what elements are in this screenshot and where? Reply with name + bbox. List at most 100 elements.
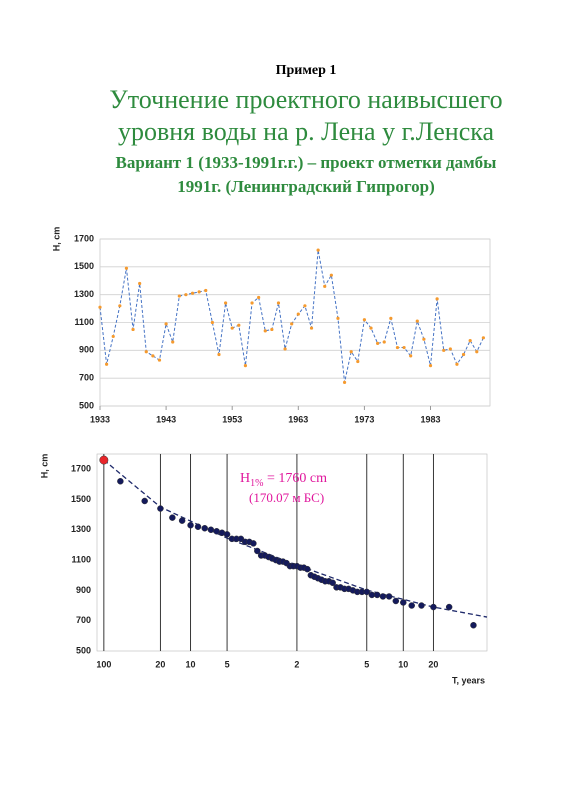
- annotation-note: (170.07 м БС): [249, 490, 324, 505]
- data-point: [223, 531, 231, 538]
- x-tick-label: 10: [398, 659, 408, 669]
- x-tick-label: 1933: [90, 414, 110, 424]
- data-point: [470, 621, 477, 629]
- data-point: [369, 326, 373, 330]
- data-point: [395, 345, 400, 350]
- data-point: [385, 593, 393, 600]
- annotation: H1% = 1760 cm: [240, 471, 327, 489]
- data-point: [442, 348, 446, 352]
- y-tick-label: 900: [79, 345, 94, 355]
- y-tick-label: 1300: [74, 289, 94, 299]
- x-tick-label: 20: [155, 659, 165, 669]
- data-point: [304, 565, 311, 573]
- data-point: [445, 603, 453, 611]
- data-point: [157, 505, 164, 512]
- data-point: [349, 350, 353, 354]
- annotation-subscript: 1%: [250, 478, 263, 489]
- data-point: [435, 297, 439, 301]
- data-point: [475, 350, 479, 354]
- data-point: [283, 347, 287, 351]
- y-axis-label: H, cm: [39, 454, 49, 479]
- data-point: [124, 266, 129, 270]
- y-axis-label: H, cm: [51, 227, 61, 252]
- data-point: [461, 352, 466, 357]
- data-point: [207, 526, 215, 534]
- data-point: [373, 591, 381, 599]
- data-point: [111, 334, 115, 339]
- data-point: [151, 354, 155, 358]
- annotation-text: = 1760 cm: [263, 471, 327, 486]
- y-tick-label: 1500: [71, 494, 91, 504]
- data-point: [430, 603, 437, 611]
- data-point: [382, 340, 386, 344]
- data-point: [197, 290, 201, 294]
- data-point: [250, 301, 254, 305]
- x-tick-label: 20: [428, 659, 438, 669]
- x-tick-label: 2: [294, 659, 299, 669]
- subtitle-line: Вариант 1 (1933-1991г.г.) – проект отмет…: [116, 153, 497, 172]
- data-point: [230, 326, 234, 330]
- data-point: [131, 327, 135, 332]
- data-point: [455, 362, 459, 366]
- data-point: [379, 593, 387, 600]
- subtitle-line: 1991г. (Ленинградский Гипрогор): [177, 177, 435, 196]
- x-tick-label: 5: [225, 659, 230, 669]
- y-tick-label: 500: [76, 645, 91, 655]
- y-tick-label: 1100: [71, 554, 91, 564]
- data-point: [210, 320, 214, 325]
- data-point: [422, 337, 426, 341]
- data-point: [98, 305, 102, 309]
- data-point: [316, 248, 320, 252]
- x-tick-label: 1953: [222, 414, 242, 424]
- data-point: [223, 301, 228, 305]
- data-point: [250, 540, 257, 547]
- data-point: [336, 316, 340, 320]
- data-point: [329, 273, 333, 277]
- data-point: [254, 547, 261, 555]
- x-tick-label: 10: [186, 659, 196, 669]
- y-tick-label: 1700: [71, 464, 91, 474]
- data-point: [418, 602, 425, 609]
- y-tick-label: 500: [79, 400, 94, 410]
- y-tick-label: 700: [79, 373, 94, 383]
- data-point: [141, 497, 148, 505]
- y-tick-label: 700: [76, 615, 91, 625]
- data-point: [402, 345, 406, 350]
- data-point: [356, 359, 360, 364]
- y-tick-label: 1700: [74, 233, 94, 243]
- data-point: [99, 455, 109, 465]
- data-point: [290, 322, 294, 326]
- annotation-symbol: H: [240, 471, 250, 486]
- data-point: [415, 319, 419, 323]
- data-point: [217, 352, 221, 357]
- data-point: [178, 517, 186, 524]
- data-point: [392, 597, 400, 605]
- data-point: [408, 602, 415, 609]
- data-point: [303, 304, 307, 308]
- data-point: [276, 301, 281, 305]
- data-point: [481, 336, 485, 340]
- data-point: [164, 322, 168, 326]
- data-point: [468, 338, 472, 343]
- data-point: [157, 358, 162, 362]
- data-point: [171, 340, 175, 344]
- x-tick-label: 1973: [354, 414, 374, 424]
- data-point: [376, 341, 380, 345]
- data-point: [309, 326, 314, 330]
- data-point: [263, 329, 267, 333]
- title-line: уровня воды на р. Лена у г.Ленска: [118, 117, 495, 146]
- example-label: Пример 1: [276, 63, 337, 78]
- data-point: [184, 293, 188, 297]
- data-point: [138, 281, 142, 286]
- data-point: [362, 318, 367, 322]
- y-tick-label: 1100: [74, 317, 94, 327]
- data-point: [323, 284, 327, 288]
- x-tick-label: 5: [364, 659, 369, 669]
- plot-frame: [96, 453, 488, 652]
- x-tick-label: 1983: [420, 414, 440, 424]
- data-point: [213, 528, 220, 535]
- y-tick-label: 900: [76, 585, 91, 595]
- data-point: [177, 294, 181, 298]
- data-line: [99, 250, 484, 383]
